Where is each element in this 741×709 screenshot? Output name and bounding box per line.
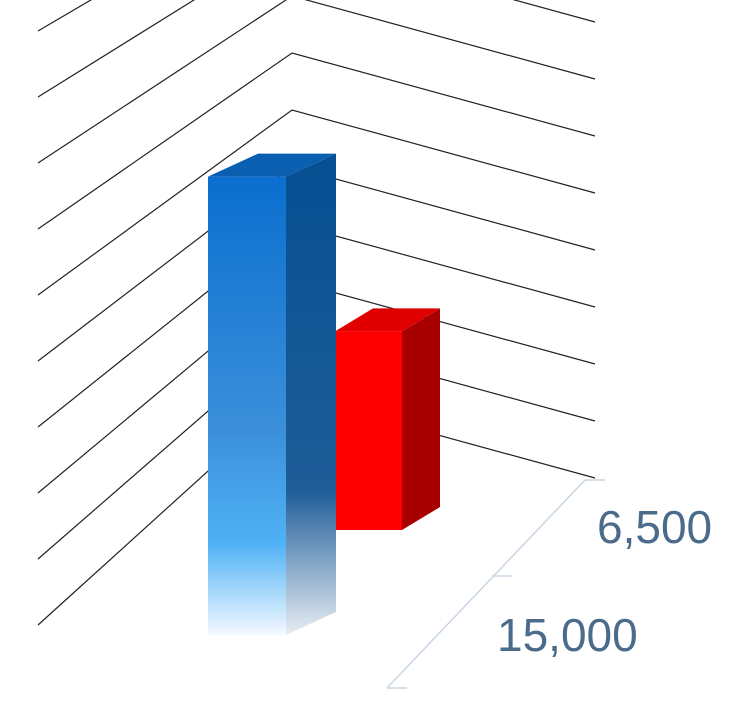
- gridline: [37, 0, 93, 32]
- gridline: [37, 109, 596, 296]
- bar-side: [286, 153, 336, 635]
- category-label: 6,500: [597, 501, 712, 553]
- bars: [208, 153, 440, 635]
- bar-side: [402, 308, 440, 530]
- axis-line: [386, 479, 586, 689]
- bar-top: [335, 308, 440, 332]
- gridline: [37, 0, 596, 98]
- bar-top: [208, 153, 336, 177]
- bar-6500: [335, 308, 440, 530]
- category-label: 15,000: [497, 609, 638, 661]
- bar-front: [208, 176, 286, 635]
- category-axis: [386, 479, 605, 689]
- bar-front: [335, 331, 402, 530]
- gridline: [37, 52, 596, 230]
- category-labels: 15,000 6,500: [497, 501, 712, 661]
- gridline: [37, 0, 596, 164]
- bar-15000: [208, 153, 336, 635]
